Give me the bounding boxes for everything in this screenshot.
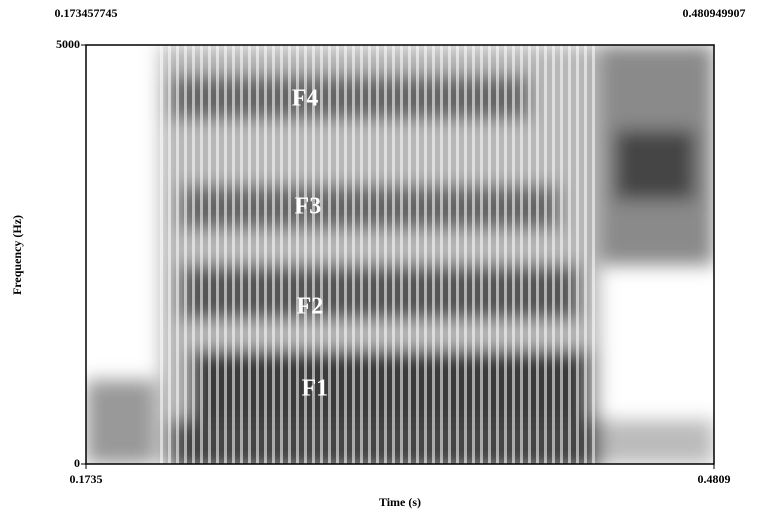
y-tick-label: 5000 (56, 37, 80, 51)
plot-frame (85, 44, 715, 465)
x-start-label: 0.173457745 (55, 6, 118, 20)
y-axis-title: Frequency (Hz) (10, 215, 24, 295)
y-tick-label: 0 (74, 456, 80, 470)
x-tick-label: 0.1735 (70, 472, 103, 486)
x-axis-title: Time (s) (379, 495, 421, 509)
formant-label: F3 (295, 193, 322, 219)
formant-label: F4 (292, 85, 319, 111)
spectrogram-image (86, 45, 714, 464)
x-end-label: 0.480949907 (683, 6, 746, 20)
formant-label: F2 (297, 293, 324, 319)
x-tick-label: 0.4809 (698, 472, 731, 486)
formant-label: F1 (301, 376, 328, 402)
